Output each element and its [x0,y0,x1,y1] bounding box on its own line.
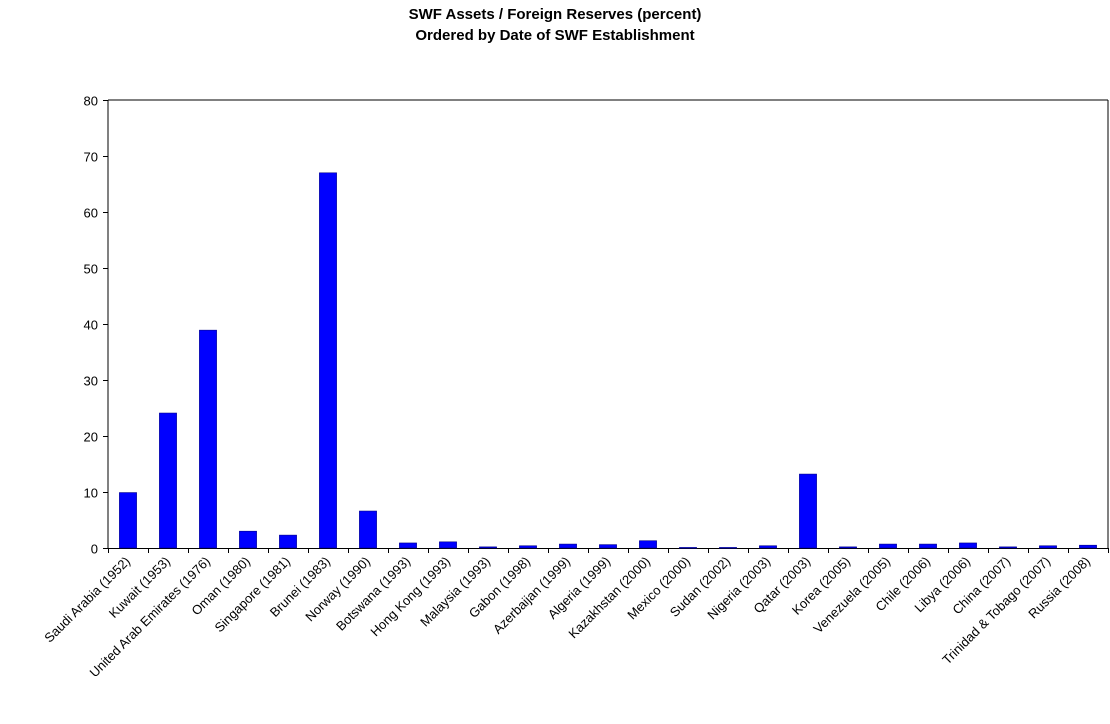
bar [959,542,977,549]
bar [399,542,417,549]
bar [199,329,217,549]
bar [1079,544,1097,549]
bar [559,543,577,549]
bar [519,545,537,549]
x-tick-labels: Saudi Arabia (1952)Kuwait (1953)United A… [41,554,1093,681]
bar [799,473,817,549]
bar [359,510,377,549]
y-tick-label: 20 [84,430,98,445]
chart-subtitle: Ordered by Date of SWF Establishment [415,27,695,44]
bar [999,546,1017,549]
bar [839,546,857,549]
bar [159,412,177,549]
bar [599,544,617,549]
x-axis [108,548,1109,553]
bar [239,530,257,549]
bar [759,545,777,549]
bar [319,172,337,549]
y-axis: 0 10 20 30 40 50 60 70 80 [84,94,1109,557]
y-tick-label: 0 [91,542,98,557]
bar [279,534,297,549]
bar [919,543,937,549]
bar [119,492,137,549]
bar [719,547,737,549]
bar [679,547,697,549]
bar [439,541,457,549]
x-tick-label: Malaysia (1993) [417,554,493,630]
y-tick-label: 10 [84,486,98,501]
y-tick-label: 40 [84,318,98,333]
bar [879,543,897,549]
bar [479,546,497,549]
bars [119,172,1097,549]
y-tick-label: 60 [84,206,98,221]
bar [639,540,657,549]
bar [1039,545,1057,549]
y-tick-label: 30 [84,374,98,389]
y-tick-label: 70 [84,150,98,165]
y-tick-label: 80 [84,94,98,109]
y-tick-label: 50 [84,262,98,277]
chart-title: SWF Assets / Foreign Reserves (percent) [408,6,702,23]
chart-title-block: SWF Assets / Foreign Reserves (percent) … [0,4,1110,46]
